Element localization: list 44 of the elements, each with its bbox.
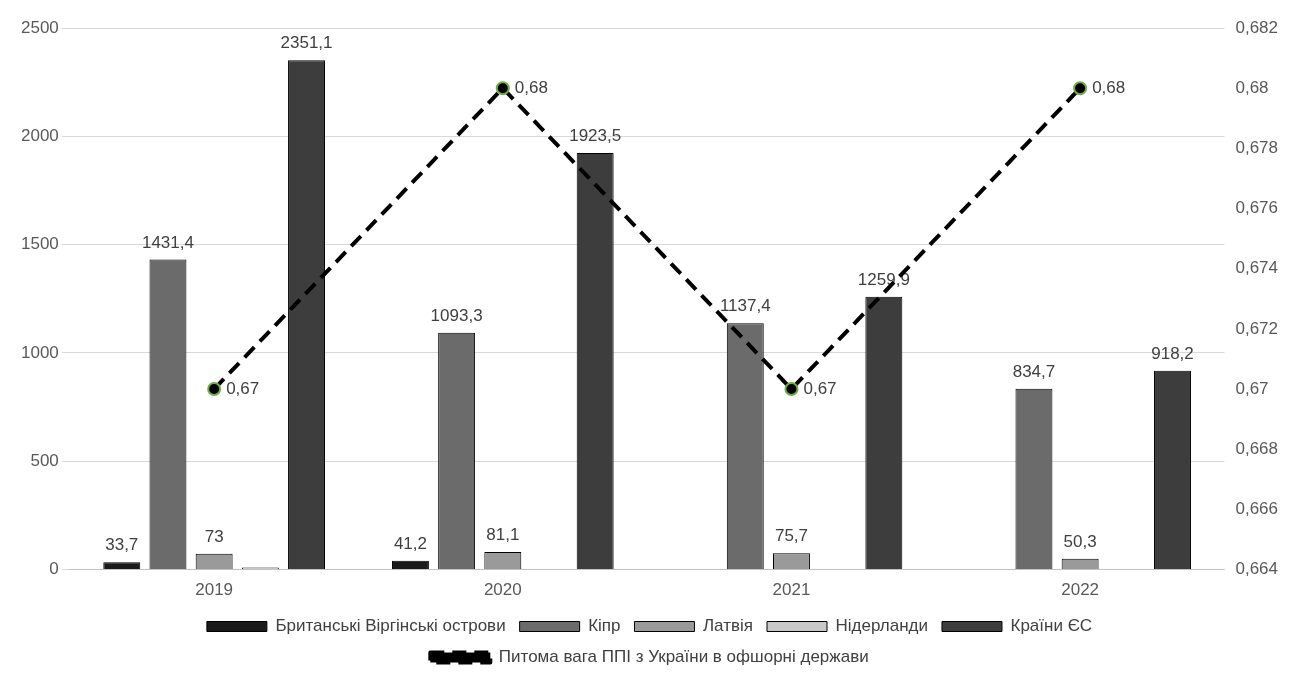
y2-tick-label: 0,664 [1235,559,1279,579]
y2-tick-label: 0,682 [1235,17,1279,37]
y2-tick-label: 0,676 [1235,198,1279,218]
y2-tick-label: 0,666 [1235,499,1279,519]
data-label: 1923,5 [569,126,622,146]
y-tick-label: 2500 [20,17,59,37]
data-label: 0,67 [803,378,837,398]
y2-tick-label: 0,674 [1235,258,1279,278]
x-tick-label: 2021 [772,580,811,600]
legend-label: Країни ЄС [1010,616,1093,636]
legend-label: Кіпр [588,616,621,636]
legend-label: Нідерланди [835,616,928,636]
data-label: 1431,4 [141,232,194,252]
data-label: 0,68 [1092,77,1126,97]
y2-tick-label: 0,668 [1235,438,1279,458]
x-tick-label: 2020 [483,580,522,600]
x-tick-label: 2022 [1061,580,1100,600]
y-tick-label: 500 [30,450,59,470]
y-tick-label: 2000 [20,126,59,146]
data-label: 33,7 [105,535,139,555]
data-label: 0,67 [226,378,260,398]
x-tick-label: 2019 [195,580,234,600]
data-label: 2351,1 [280,33,333,53]
data-label: 918,2 [1151,343,1194,363]
data-label: 1259,9 [857,269,910,289]
y2-tick-label: 0,672 [1235,318,1279,338]
data-label: 1093,3 [430,305,483,325]
data-label: 50,3 [1063,531,1097,551]
y2-tick-label: 0,68 [1235,77,1269,97]
y2-tick-label: 0,67 [1235,378,1269,398]
data-label: 834,7 [1012,361,1056,381]
y-tick-label: 0 [49,559,59,579]
data-label: 81,1 [486,525,520,545]
y2-tick-label: 0,678 [1235,138,1279,158]
data-label: 73 [204,526,224,546]
legend-label: Питома вага ППІ з України в офшорні держави [498,647,869,667]
data-label: 1137,4 [719,296,771,316]
y-tick-label: 1000 [20,342,59,362]
data-label: 0,68 [514,77,548,97]
legend-label: Латвія [702,616,754,636]
y-tick-label: 1500 [20,234,59,254]
legend-label: Британські Віргінські острови [275,616,506,636]
data-label: 41,2 [393,533,427,553]
data-label: 75,7 [774,526,809,546]
